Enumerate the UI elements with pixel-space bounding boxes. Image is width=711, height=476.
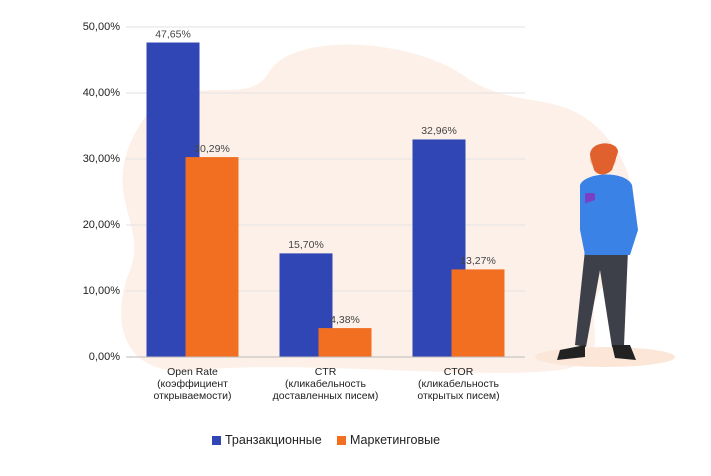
- bar: [185, 157, 239, 357]
- bar: [318, 328, 372, 357]
- legend-item: Транзакционные: [212, 433, 322, 447]
- legend-item: Маркетинговые: [337, 433, 440, 447]
- value-label: 4,38%: [330, 314, 360, 326]
- y-tick-label: 20,00%: [83, 219, 121, 231]
- y-tick-label: 50,00%: [83, 21, 121, 33]
- value-label: 47,65%: [155, 28, 191, 40]
- person-illustration: [535, 143, 675, 367]
- bar: [451, 269, 505, 357]
- y-tick-label: 30,00%: [83, 153, 121, 165]
- x-tick-label: CTOR (кликабельность открытых писем): [417, 366, 500, 402]
- legend-label: Маркетинговые: [350, 433, 441, 447]
- value-label: 30,29%: [194, 143, 230, 155]
- y-tick-label: 10,00%: [83, 285, 121, 297]
- value-label: 32,96%: [421, 125, 457, 137]
- y-tick-label: 40,00%: [83, 87, 121, 99]
- value-label: 13,27%: [460, 255, 496, 267]
- value-label: 15,70%: [288, 239, 324, 251]
- x-tick-label: CTR (кликабельность доставленных писем): [272, 366, 379, 402]
- x-tick-label: Open Rate (коэффициент открываемости): [153, 366, 232, 402]
- legend-label: Транзакционные: [225, 433, 322, 447]
- legend-swatch: [212, 435, 221, 445]
- legend-swatch: [337, 435, 346, 445]
- y-tick-label: 0,00%: [89, 351, 120, 363]
